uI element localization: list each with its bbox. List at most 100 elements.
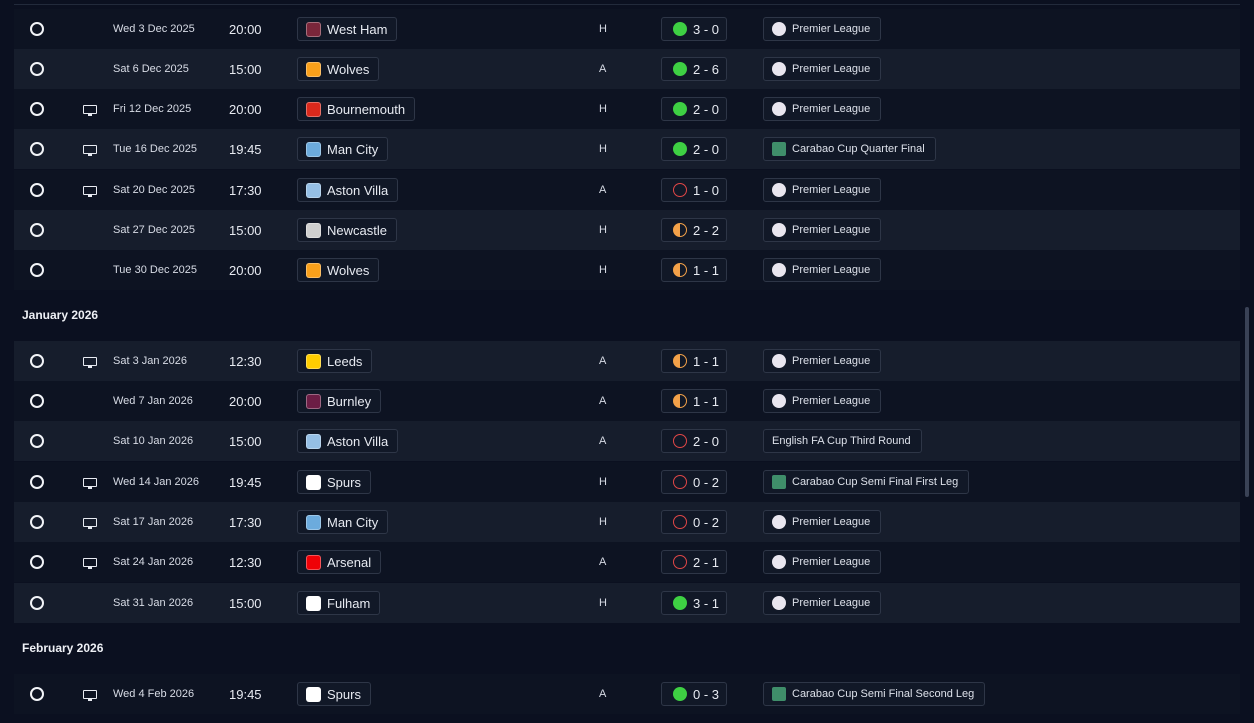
opponent-cell[interactable]: Arsenal (297, 542, 382, 582)
select-radio[interactable] (30, 515, 44, 529)
result-button[interactable]: 1 - 0 (661, 178, 727, 202)
competition-cell[interactable]: Premier League (763, 170, 882, 210)
select-radio[interactable] (30, 22, 44, 36)
result-button[interactable]: 2 - 0 (661, 137, 727, 161)
competition-button[interactable]: Premier League (763, 57, 882, 81)
fixture-row[interactable]: Sat 27 Dec 2025 15:00 Newcastle H 2 - 2 Premi… (14, 210, 1240, 250)
fixture-row[interactable]: Sat 3 Jan 2026 12:30 Leeds A 1 - 1 Premier Le… (14, 341, 1240, 381)
select-cell[interactable] (30, 129, 48, 169)
select-radio[interactable] (30, 183, 44, 197)
select-cell[interactable] (30, 583, 48, 623)
competition-button[interactable]: Carabao Cup Semi Final Second Leg (763, 682, 986, 706)
competition-button[interactable]: Premier League (763, 97, 882, 121)
competition-cell[interactable]: Premier League (763, 583, 882, 623)
select-cell[interactable] (30, 542, 48, 582)
select-cell[interactable] (30, 421, 48, 461)
competition-button[interactable]: English FA Cup Third Round (763, 429, 922, 453)
select-cell[interactable] (30, 462, 48, 502)
result-cell[interactable]: 1 - 1 (661, 250, 727, 290)
result-cell[interactable]: 3 - 1 (661, 583, 727, 623)
select-radio[interactable] (30, 354, 44, 368)
fixture-row[interactable]: Sat 24 Jan 2026 12:30 Arsenal A 2 - 1 Premier… (14, 542, 1240, 582)
result-cell[interactable]: 2 - 2 (661, 210, 727, 250)
fixture-row[interactable]: Tue 30 Dec 2025 20:00 Wolves H 1 - 1 Premier … (14, 250, 1240, 290)
scrollbar-thumb[interactable] (1245, 307, 1249, 497)
result-button[interactable]: 2 - 6 (661, 57, 727, 81)
fixture-row[interactable]: Sat 6 Dec 2025 15:00 Wolves A 2 - 6 Premier L… (14, 49, 1240, 89)
select-cell[interactable] (30, 250, 48, 290)
result-cell[interactable]: 2 - 0 (661, 421, 727, 461)
fixture-row[interactable]: Sat 10 Jan 2026 15:00 Aston Villa A 2 - 0 Eng… (14, 421, 1240, 461)
fixture-row[interactable]: Sat 17 Jan 2026 17:30 Man City H 0 - 2 Premie… (14, 502, 1240, 542)
select-radio[interactable] (30, 475, 44, 489)
opponent-button[interactable]: Man City (297, 510, 389, 534)
result-cell[interactable]: 0 - 3 (661, 674, 727, 714)
result-cell[interactable]: 2 - 1 (661, 542, 727, 582)
result-button[interactable]: 2 - 0 (661, 429, 727, 453)
opponent-cell[interactable]: Burnley (297, 381, 382, 421)
competition-button[interactable]: Premier League (763, 178, 882, 202)
opponent-cell[interactable]: Newcastle (297, 210, 397, 250)
opponent-button[interactable]: Aston Villa (297, 178, 399, 202)
result-cell[interactable]: 2 - 0 (661, 89, 727, 129)
opponent-button[interactable]: Arsenal (297, 550, 382, 574)
select-radio[interactable] (30, 687, 44, 701)
result-cell[interactable]: 1 - 1 (661, 341, 727, 381)
result-cell[interactable]: 2 - 6 (661, 49, 727, 89)
opponent-cell[interactable]: Spurs (297, 674, 371, 714)
competition-cell[interactable]: Carabao Cup Quarter Final (763, 129, 936, 169)
competition-button[interactable]: Carabao Cup Quarter Final (763, 137, 936, 161)
opponent-cell[interactable]: West Ham (297, 9, 398, 49)
fixture-row[interactable]: Sat 20 Dec 2025 17:30 Aston Villa A 1 - 0 Pre… (14, 170, 1240, 210)
opponent-button[interactable]: Leeds (297, 349, 373, 373)
competition-button[interactable]: Premier League (763, 349, 882, 373)
opponent-button[interactable]: West Ham (297, 17, 398, 41)
result-button[interactable]: 0 - 2 (661, 470, 727, 494)
competition-button[interactable]: Premier League (763, 17, 882, 41)
select-radio[interactable] (30, 596, 44, 610)
select-radio[interactable] (30, 434, 44, 448)
competition-cell[interactable]: Premier League (763, 250, 882, 290)
opponent-cell[interactable]: Aston Villa (297, 421, 399, 461)
opponent-cell[interactable]: Wolves (297, 250, 380, 290)
opponent-button[interactable]: Wolves (297, 258, 380, 282)
opponent-cell[interactable]: Spurs (297, 462, 371, 502)
opponent-cell[interactable]: Wolves (297, 49, 380, 89)
competition-button[interactable]: Carabao Cup Semi Final First Leg (763, 470, 970, 494)
competition-cell[interactable]: Premier League (763, 341, 882, 381)
opponent-button[interactable]: Spurs (297, 682, 371, 706)
competition-button[interactable]: Premier League (763, 258, 882, 282)
select-cell[interactable] (30, 9, 48, 49)
competition-button[interactable]: Premier League (763, 510, 882, 534)
result-button[interactable]: 1 - 1 (661, 258, 727, 282)
result-cell[interactable]: 0 - 2 (661, 462, 727, 502)
select-radio[interactable] (30, 142, 44, 156)
result-cell[interactable]: 0 - 2 (661, 502, 727, 542)
opponent-button[interactable]: Wolves (297, 57, 380, 81)
opponent-button[interactable]: Aston Villa (297, 429, 399, 453)
opponent-cell[interactable]: Aston Villa (297, 170, 399, 210)
competition-cell[interactable]: Carabao Cup Semi Final First Leg (763, 462, 970, 502)
select-radio[interactable] (30, 394, 44, 408)
opponent-cell[interactable]: Leeds (297, 341, 373, 381)
competition-cell[interactable]: Premier League (763, 381, 882, 421)
result-cell[interactable]: 3 - 0 (661, 9, 727, 49)
result-button[interactable]: 3 - 1 (661, 591, 727, 615)
select-radio[interactable] (30, 102, 44, 116)
select-cell[interactable] (30, 381, 48, 421)
result-cell[interactable]: 1 - 1 (661, 381, 727, 421)
result-button[interactable]: 2 - 0 (661, 97, 727, 121)
competition-button[interactable]: Premier League (763, 389, 882, 413)
result-cell[interactable]: 1 - 0 (661, 170, 727, 210)
opponent-cell[interactable]: Bournemouth (297, 89, 416, 129)
competition-cell[interactable]: English FA Cup Third Round (763, 421, 922, 461)
select-radio[interactable] (30, 223, 44, 237)
select-cell[interactable] (30, 89, 48, 129)
select-cell[interactable] (30, 502, 48, 542)
fixture-row[interactable]: Fri 12 Dec 2025 20:00 Bournemouth H 2 - 0 Pre… (14, 89, 1240, 129)
opponent-button[interactable]: Burnley (297, 389, 382, 413)
fixture-row[interactable]: Wed 7 Jan 2026 20:00 Burnley A 1 - 1 Premier … (14, 381, 1240, 421)
opponent-button[interactable]: Man City (297, 137, 389, 161)
select-cell[interactable] (30, 674, 48, 714)
select-cell[interactable] (30, 170, 48, 210)
